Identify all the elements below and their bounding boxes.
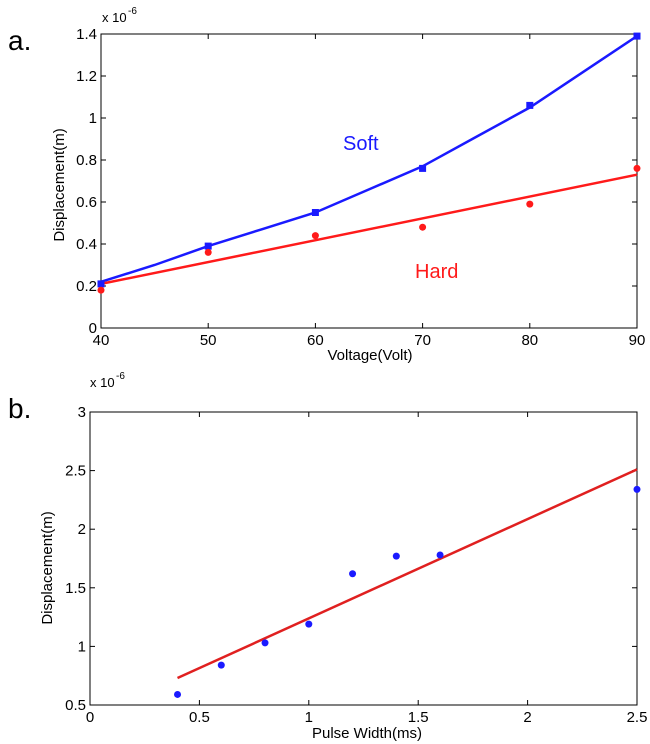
panel-a-ticks: 40 50 60 70 80 90 0 0.2 0.4 0.6 0.8 1 1.2 1.4 <box>76 26 645 349</box>
y-tick-label: 1 <box>89 110 97 127</box>
y-tick-label: 2.5 <box>65 463 86 480</box>
fit-line-series-1 <box>176 468 638 680</box>
data-point-series-0 <box>633 485 641 493</box>
data-point-hard <box>526 200 534 208</box>
fit-line-soft <box>100 35 638 283</box>
y-tick-label: 3 <box>78 404 86 421</box>
x-tick-label: 60 <box>307 332 324 349</box>
data-point-hard <box>419 223 427 231</box>
x-tick-label: 0.5 <box>189 709 210 726</box>
y-tick-label: 1.5 <box>65 580 86 597</box>
data-point-series-0 <box>436 551 444 559</box>
panel-b-plot-frame <box>89 411 638 706</box>
panel-b-x-axis-label: Pulse Width(ms) <box>312 725 422 742</box>
data-point-soft <box>419 164 427 172</box>
panel-a-points <box>97 32 641 294</box>
data-point-hard <box>311 232 319 240</box>
panel-b-points <box>174 485 641 698</box>
panel-b-fit-lines <box>176 468 638 680</box>
panel-a-x-axis-label: Voltage(Volt) <box>327 347 412 364</box>
x-tick-label: 80 <box>521 332 538 349</box>
y-tick-label: 1.2 <box>76 68 97 85</box>
data-point-hard <box>633 164 641 172</box>
panel-b: b. 0 0.5 1 1.5 2 2.50.511.522.53 x 10 -6 Puls… <box>8 371 647 742</box>
panel-b-ticks: 0 0.5 1 1.5 2 2.50.511.522.53 <box>65 404 647 726</box>
panel-a-exponent: x 10 -6 <box>102 6 137 25</box>
x-tick-label: 2 <box>523 709 531 726</box>
panel-b-y-multiplier: x 10 <box>90 375 115 390</box>
panel-a-y-axis-label: Displacement(m) <box>51 128 68 241</box>
data-point-series-0 <box>305 620 313 628</box>
x-tick-label: 1.5 <box>408 709 429 726</box>
series-label-hard: Hard <box>415 261 458 283</box>
data-point-soft <box>204 242 212 250</box>
fit-line-hard <box>100 173 638 286</box>
data-point-series-0 <box>261 639 269 647</box>
panel-b-y-axis-label: Displacement(m) <box>39 511 56 624</box>
x-tick-label: 1 <box>305 709 313 726</box>
y-tick-label: 0.5 <box>65 697 86 714</box>
y-tick-label: 0.2 <box>76 278 97 295</box>
x-tick-label: 2.5 <box>627 709 648 726</box>
x-tick-label: 70 <box>414 332 431 349</box>
panel-a-label: a. <box>8 25 31 56</box>
x-tick-label: 90 <box>629 332 646 349</box>
data-point-series-0 <box>217 661 225 669</box>
y-tick-label: 2 <box>78 521 86 538</box>
panel-b-label: b. <box>8 393 31 424</box>
panel-a-plot-frame <box>100 33 638 329</box>
y-tick-label: 0 <box>89 320 97 337</box>
panel-b-exponent: x 10 -6 <box>90 371 125 390</box>
data-point-soft <box>97 280 105 288</box>
data-point-series-0 <box>349 570 357 578</box>
panel-a-fit-lines <box>100 35 638 286</box>
data-point-hard <box>97 286 105 294</box>
panel-a: a. 40 50 60 70 80 90 0 0.2 0.4 0.6 0.8 1 1.2 1.4 x 10… <box>8 6 645 364</box>
data-point-soft <box>311 209 319 216</box>
y-tick-label: 1.4 <box>76 26 97 43</box>
data-point-series-0 <box>392 552 400 560</box>
panel-b-y-exponent: -6 <box>116 371 125 382</box>
x-tick-label: 40 <box>93 332 110 349</box>
y-tick-label: 0.4 <box>76 236 97 253</box>
data-point-soft <box>526 101 534 109</box>
panel-a-y-exponent: -6 <box>128 6 137 17</box>
data-point-hard <box>204 248 212 256</box>
series-label-soft: Soft <box>343 133 379 155</box>
y-tick-label: 0.6 <box>76 194 97 211</box>
y-tick-label: 1 <box>78 638 86 655</box>
data-point-soft <box>633 32 641 40</box>
data-point-series-0 <box>174 690 182 698</box>
y-tick-label: 0.8 <box>76 152 97 169</box>
panel-a-y-multiplier: x 10 <box>102 10 127 25</box>
x-tick-label: 0 <box>86 709 94 726</box>
x-tick-label: 50 <box>200 332 217 349</box>
